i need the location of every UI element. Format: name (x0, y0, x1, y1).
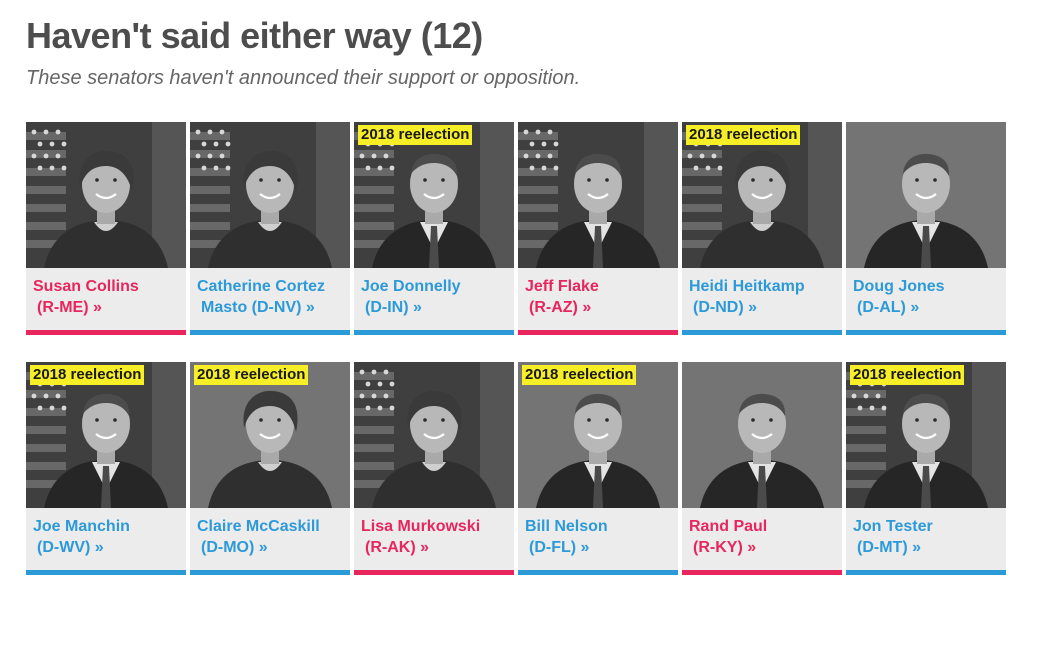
senator-photo-frame (682, 362, 842, 508)
senator-party-link[interactable]: (D-MT) » (857, 539, 921, 556)
senator-photo (354, 122, 514, 268)
party-color-bar (518, 570, 678, 575)
senator-photo-frame: 2018 reelection (846, 362, 1006, 508)
party-color-bar (846, 330, 1006, 335)
senator-info: Doug Jones (D-AL) » (846, 268, 1006, 330)
senator-photo (26, 122, 186, 268)
senator-party-link[interactable]: (D-WV) » (37, 539, 104, 556)
senator-party-link[interactable]: (D-ND) » (693, 299, 757, 316)
senator-party-link[interactable]: (R-KY) » (693, 539, 757, 556)
senator-card[interactable]: 2018 reelection Joe Donnelly (D-IN) » (354, 122, 514, 335)
senator-photo-frame (26, 122, 186, 268)
senator-name[interactable]: Catherine Cortez (197, 278, 326, 295)
senator-name[interactable]: Susan Collins (33, 278, 139, 295)
senator-photo (846, 362, 1006, 508)
senator-party-link[interactable]: (D-FL) » (529, 539, 590, 556)
senator-name[interactable]: Jeff Flake (525, 278, 599, 295)
senator-info: Catherine Cortez Masto (D-NV) » (190, 268, 350, 330)
senator-name[interactable]: Jon Tester (853, 518, 933, 535)
senator-party-link[interactable]: (R-AZ) » (529, 299, 592, 316)
senator-info: Rand Paul (R-KY) » (682, 508, 842, 570)
senator-name[interactable]: Claire McCaskill (197, 518, 320, 535)
party-color-bar (846, 570, 1006, 575)
reelection-badge: 2018 reelection (522, 365, 637, 385)
party-color-bar (26, 570, 186, 575)
senator-name[interactable]: Heidi Heitkamp (689, 278, 805, 295)
senator-card[interactable]: Lisa Murkowski (R-AK) » (354, 362, 514, 575)
reelection-badge: 2018 reelection (194, 365, 309, 385)
senator-name[interactable]: Lisa Murkowski (361, 518, 481, 535)
senator-photo-frame (846, 122, 1006, 268)
senator-photo-frame: 2018 reelection (190, 362, 350, 508)
senator-photo (190, 122, 350, 268)
senator-photo (518, 362, 678, 508)
senator-card[interactable]: Susan Collins (R-ME) » (26, 122, 186, 335)
senator-info: Jeff Flake (R-AZ) » (518, 268, 678, 330)
senator-photo (354, 362, 514, 508)
senator-party-link[interactable]: Masto (D-NV) » (201, 299, 315, 316)
senator-name[interactable]: Rand Paul (689, 518, 768, 535)
party-color-bar (190, 330, 350, 335)
senator-card[interactable]: 2018 reelection Heidi Heitkamp (D-ND) » (682, 122, 842, 335)
senator-photo (26, 362, 186, 508)
reelection-badge: 2018 reelection (686, 125, 801, 145)
senator-photo-frame: 2018 reelection (26, 362, 186, 508)
senator-photo (190, 362, 350, 508)
senator-info: Bill Nelson (D-FL) » (518, 508, 678, 570)
party-color-bar (682, 570, 842, 575)
senator-card[interactable]: 2018 reelection Jon Tester (D-MT) » (846, 362, 1006, 575)
senator-card[interactable]: Doug Jones (D-AL) » (846, 122, 1006, 335)
senator-name[interactable]: Joe Donnelly (361, 278, 461, 295)
senator-party-link[interactable]: (D-MO) » (201, 539, 268, 556)
reelection-badge: 2018 reelection (30, 365, 145, 385)
senator-card[interactable]: 2018 reelection Joe Manchin (D-WV) » (26, 362, 186, 575)
party-color-bar (518, 330, 678, 335)
party-color-bar (190, 570, 350, 575)
party-color-bar (682, 330, 842, 335)
senator-info: Jon Tester (D-MT) » (846, 508, 1006, 570)
senator-photo (682, 122, 842, 268)
senator-info: Susan Collins (R-ME) » (26, 268, 186, 330)
senator-photo (682, 362, 842, 508)
section-subtitle: These senators haven't announced their s… (26, 67, 581, 89)
reelection-badge: 2018 reelection (358, 125, 473, 145)
senator-name[interactable]: Bill Nelson (525, 518, 608, 535)
senator-card[interactable]: Jeff Flake (R-AZ) » (518, 122, 678, 335)
senator-party-link[interactable]: (D-AL) » (857, 299, 920, 316)
reelection-badge: 2018 reelection (850, 365, 965, 385)
senator-party-link[interactable]: (R-ME) » (37, 299, 102, 316)
party-color-bar (354, 330, 514, 335)
senator-party-link[interactable]: (R-AK) » (365, 539, 429, 556)
senator-info: Lisa Murkowski (R-AK) » (354, 508, 514, 570)
senator-card[interactable]: Catherine Cortez Masto (D-NV) » (190, 122, 350, 335)
senator-info: Joe Manchin (D-WV) » (26, 508, 186, 570)
senator-grid: Susan Collins (R-ME) » Catherine Cortez Mas… (26, 122, 1016, 575)
senator-party-link[interactable]: (D-IN) » (365, 299, 422, 316)
senator-info: Claire McCaskill (D-MO) » (190, 508, 350, 570)
senator-photo-frame (518, 122, 678, 268)
senator-name[interactable]: Joe Manchin (33, 518, 130, 535)
senator-card[interactable]: 2018 reelection Claire McCaskill (D-MO) » (190, 362, 350, 575)
senator-card[interactable]: Rand Paul (R-KY) » (682, 362, 842, 575)
senator-card[interactable]: 2018 reelection Bill Nelson (D-FL) » (518, 362, 678, 575)
party-color-bar (354, 570, 514, 575)
senator-photo-frame: 2018 reelection (518, 362, 678, 508)
senator-name[interactable]: Doug Jones (853, 278, 945, 295)
senator-photo (518, 122, 678, 268)
senator-photo-frame: 2018 reelection (354, 122, 514, 268)
senator-photo (846, 122, 1006, 268)
senator-photo-frame: 2018 reelection (682, 122, 842, 268)
senator-photo-frame (354, 362, 514, 508)
senator-info: Joe Donnelly (D-IN) » (354, 268, 514, 330)
section-title: Haven't said either way (12) (26, 15, 483, 56)
senator-info: Heidi Heitkamp (D-ND) » (682, 268, 842, 330)
party-color-bar (26, 330, 186, 335)
senator-photo-frame (190, 122, 350, 268)
